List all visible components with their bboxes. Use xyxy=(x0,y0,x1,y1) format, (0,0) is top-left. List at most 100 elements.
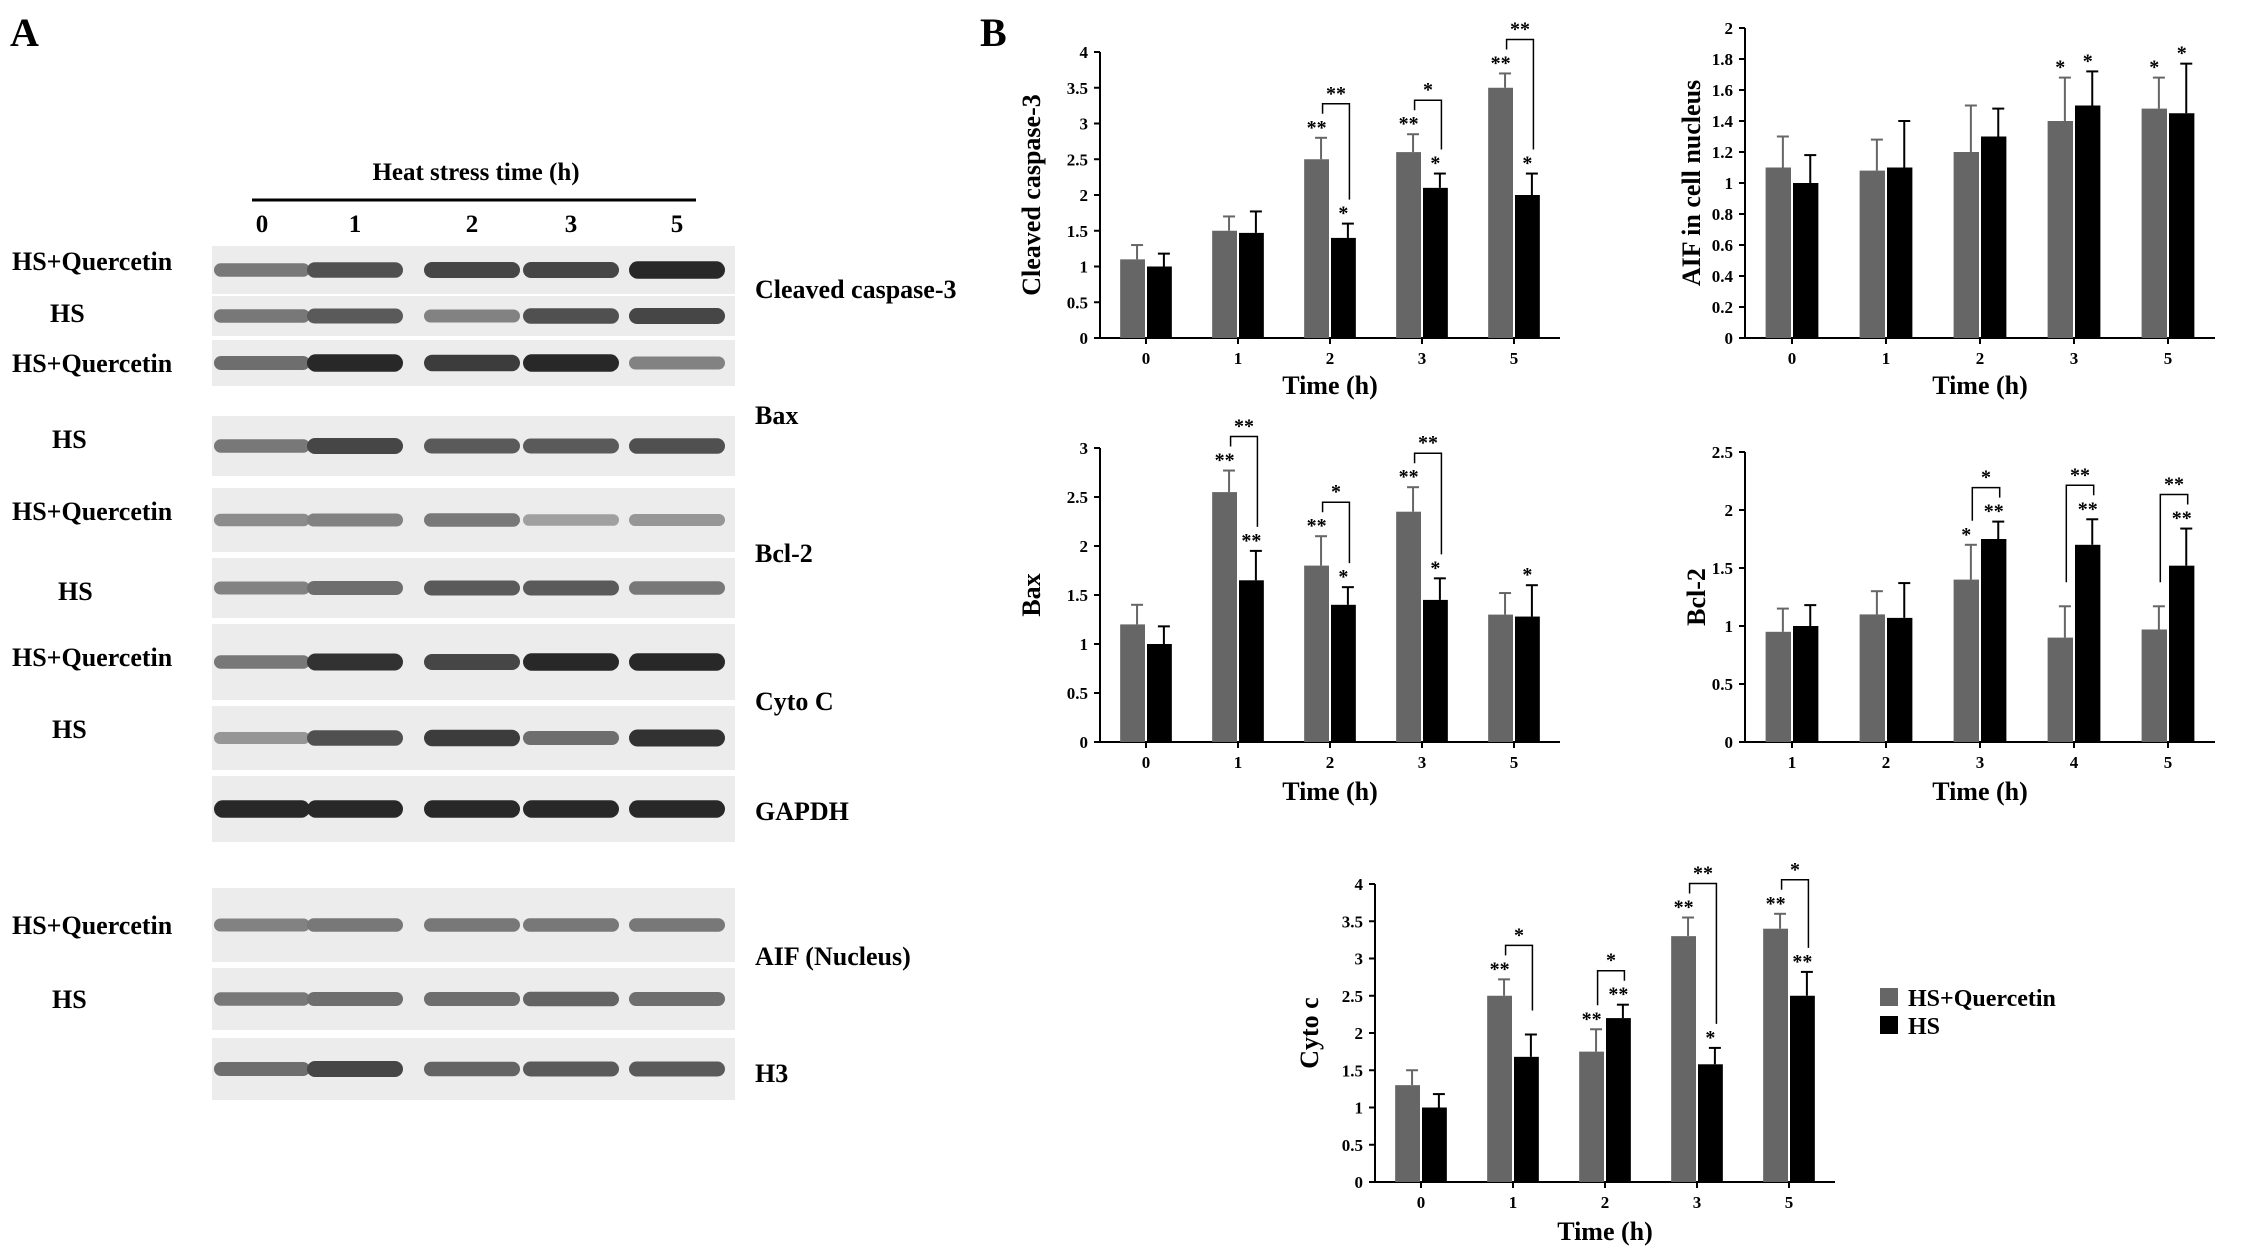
x-tick-label: 5 xyxy=(2164,753,2173,772)
blot-band xyxy=(307,918,403,932)
significance-marker: ** xyxy=(1307,515,1327,537)
blot-band xyxy=(629,581,725,595)
y-tick-label: 1.4 xyxy=(1712,112,1734,131)
blot-band xyxy=(307,581,403,595)
y-tick-label: 2 xyxy=(1080,186,1089,205)
y-tick-label: 1 xyxy=(1355,1099,1364,1118)
blot-header: Heat stress time (h) xyxy=(372,159,579,186)
significance-marker: ** xyxy=(1984,501,2004,523)
significance-marker: * xyxy=(1338,203,1348,225)
blot-band xyxy=(424,800,520,818)
bar xyxy=(1120,259,1145,338)
protein-label: Cleaved caspase-3 xyxy=(755,275,956,304)
y-axis-label: Cyto c xyxy=(1295,997,1324,1068)
x-tick-label: 0 xyxy=(1417,1193,1426,1212)
y-tick-label: 1.8 xyxy=(1712,50,1733,69)
bar xyxy=(1395,1085,1420,1182)
blot-strips xyxy=(212,246,735,1100)
y-tick-label: 3 xyxy=(1355,950,1364,969)
aif-nucleus-chart: 0 0.2 0.4 0.6 0.8 1 1.2 1.4 1.6 1.8 2 AIF in cell n… xyxy=(1677,19,2215,400)
blot-band xyxy=(629,992,725,1006)
row-label: HS xyxy=(52,425,87,454)
blot-band xyxy=(214,732,310,744)
blot-band xyxy=(214,918,310,932)
comparison-bracket xyxy=(1504,944,1534,1011)
bracket-significance: * xyxy=(1981,467,1991,489)
significance-marker: ** xyxy=(1241,530,1261,552)
blot-band xyxy=(424,729,520,747)
x-axis-label: Time (h) xyxy=(1282,371,1378,400)
significance-marker: * xyxy=(1522,564,1532,586)
y-tick-label: 2.5 xyxy=(1712,443,1733,462)
x-tick-label: 2 xyxy=(1326,753,1335,772)
y-tick-label: 0 xyxy=(1725,329,1734,348)
x-tick-label: 5 xyxy=(1510,753,1519,772)
x-tick-label: 1 xyxy=(1788,753,1797,772)
comparison-bracket xyxy=(1321,103,1351,200)
x-axis-label: Time (h) xyxy=(1932,777,2028,806)
x-tick-label: 0 xyxy=(1788,349,1797,368)
bar xyxy=(1120,624,1145,742)
bar xyxy=(1514,1056,1539,1182)
comparison-bracket xyxy=(2065,484,2095,583)
blot-band xyxy=(523,354,619,372)
comparison-bracket xyxy=(2159,493,2189,583)
bar xyxy=(1239,580,1264,742)
x-tick-label: 1 xyxy=(1882,349,1891,368)
row-label: HS xyxy=(50,299,85,328)
blot-band xyxy=(424,992,520,1006)
bar xyxy=(1859,170,1885,338)
bracket-significance: ** xyxy=(2164,474,2184,496)
blot-band xyxy=(424,580,520,596)
legend-swatch-hs-quercetin xyxy=(1880,988,1898,1006)
significance-marker: * xyxy=(1705,1027,1715,1049)
significance-marker: ** xyxy=(1792,951,1812,973)
legend-label: HS+Quercetin xyxy=(1908,986,2056,1012)
blot-band xyxy=(307,653,403,671)
bracket-significance: ** xyxy=(1326,83,1346,105)
y-tick-label: 1.5 xyxy=(1067,222,1088,241)
comparison-bracket xyxy=(1413,452,1443,555)
bar xyxy=(2075,105,2101,338)
y-tick-label: 1 xyxy=(1080,258,1089,277)
bar xyxy=(1212,492,1237,742)
bar xyxy=(1953,579,1979,742)
blot-band xyxy=(307,513,403,527)
bar xyxy=(1606,1018,1631,1182)
significance-marker: * xyxy=(1338,566,1348,588)
x-tick-label: 4 xyxy=(2070,753,2079,772)
bar xyxy=(1487,995,1512,1182)
lane-label: 0 xyxy=(256,211,269,238)
significance-marker: ** xyxy=(2172,508,2192,530)
x-axis-label: Time (h) xyxy=(1932,371,2028,400)
x-tick-label: 1 xyxy=(1234,753,1243,772)
bar xyxy=(1981,136,2007,338)
blot-band xyxy=(523,991,619,1007)
y-tick-label: 0.5 xyxy=(1342,1136,1363,1155)
blot-band xyxy=(424,918,520,932)
panel-b-letter: B xyxy=(980,10,1007,55)
significance-marker: ** xyxy=(1399,466,1419,488)
y-tick-label: 1 xyxy=(1725,174,1734,193)
blot-band xyxy=(523,731,619,745)
y-tick-label: 3.5 xyxy=(1067,79,1088,98)
bar xyxy=(1859,614,1885,742)
blot-band xyxy=(629,438,725,454)
x-axis-label: Time (h) xyxy=(1282,777,1378,806)
x-tick-label: 3 xyxy=(1693,1193,1702,1212)
western-blot-panel: Heat stress time (h) 0 1 2 3 5 HS+Querce… xyxy=(12,159,956,1100)
blot-band xyxy=(214,655,310,669)
blot-band xyxy=(307,1061,403,1077)
bar xyxy=(1488,87,1513,338)
blot-band xyxy=(214,439,310,453)
blot-band xyxy=(307,800,403,818)
bracket-significance: ** xyxy=(1693,863,1713,885)
bracket-significance: ** xyxy=(1418,432,1438,454)
significance-marker: ** xyxy=(1766,893,1786,915)
blot-band xyxy=(424,654,520,670)
blot-band xyxy=(523,580,619,596)
blot-band xyxy=(523,514,619,526)
x-tick-label: 3 xyxy=(1976,753,1985,772)
comparison-bracket xyxy=(1505,38,1535,150)
